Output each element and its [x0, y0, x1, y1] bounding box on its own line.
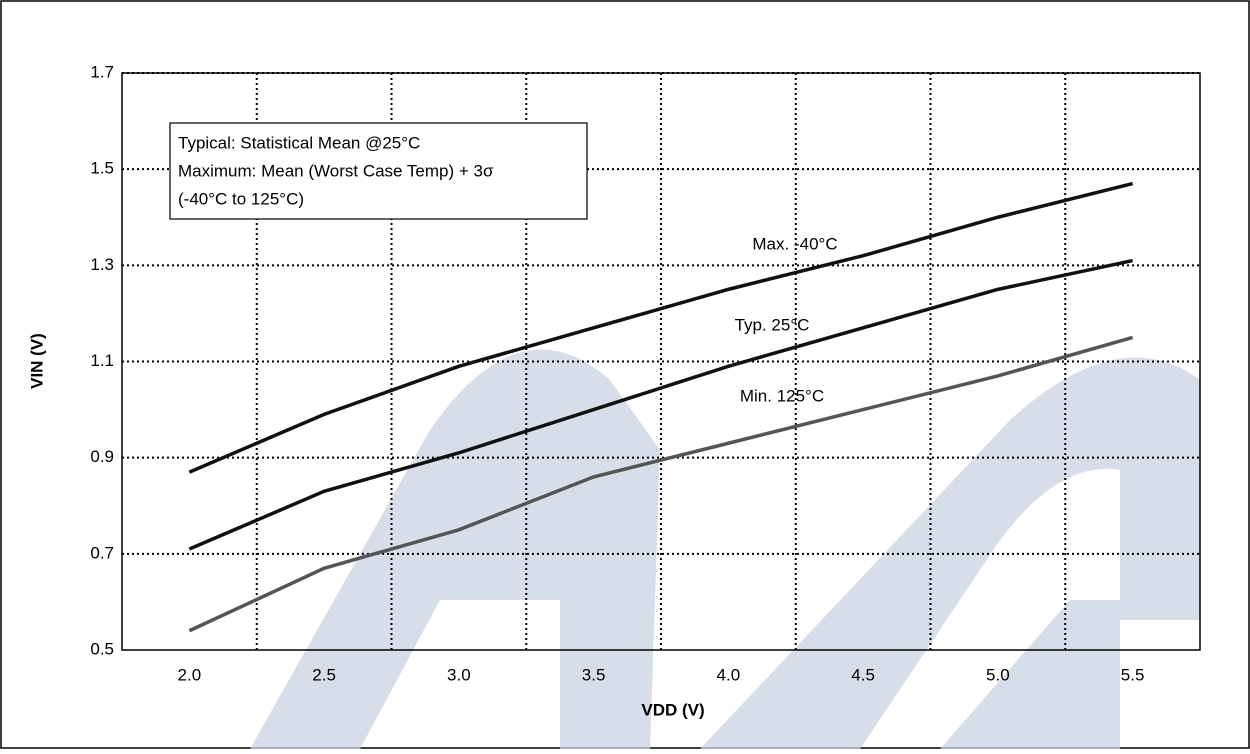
series-label: Typ. 25°C [735, 315, 810, 334]
x-tick-label: 3.5 [582, 665, 606, 684]
y-tick-label: 0.5 [90, 639, 114, 658]
x-tick-label: 3.0 [447, 665, 471, 684]
y-axis-label: VIN (V) [27, 333, 46, 389]
x-axis-label: VDD (V) [641, 700, 704, 719]
plot-border [121, 72, 1201, 651]
series-line [188, 258, 1133, 551]
y-tick-label: 1.5 [90, 159, 114, 178]
series-line [188, 335, 1134, 633]
series-label: Max. -40°C [752, 234, 837, 253]
legend-line: Typical: Statistical Mean @25°C [178, 133, 420, 152]
y-tick-label: 1.7 [90, 62, 114, 81]
x-tick-label: 4.5 [851, 665, 875, 684]
series-label: Min. 125°C [740, 386, 824, 405]
x-tick-label: 5.5 [1121, 665, 1145, 684]
legend-box [169, 122, 588, 220]
watermark [250, 349, 1200, 749]
y-tick-label: 0.7 [90, 543, 114, 562]
series-line [188, 181, 1134, 474]
y-tick-label: 1.3 [90, 255, 114, 274]
legend-line: (-40°C to 125°C) [178, 189, 304, 208]
legend-line: Maximum: Mean (Worst Case Temp) + 3σ [178, 161, 494, 180]
x-tick-label: 2.5 [312, 665, 336, 684]
x-tick-label: 2.0 [178, 665, 202, 684]
y-tick-label: 0.9 [90, 447, 114, 466]
y-tick-label: 1.1 [90, 351, 114, 370]
x-tick-label: 5.0 [986, 665, 1010, 684]
x-tick-label: 4.0 [717, 665, 741, 684]
